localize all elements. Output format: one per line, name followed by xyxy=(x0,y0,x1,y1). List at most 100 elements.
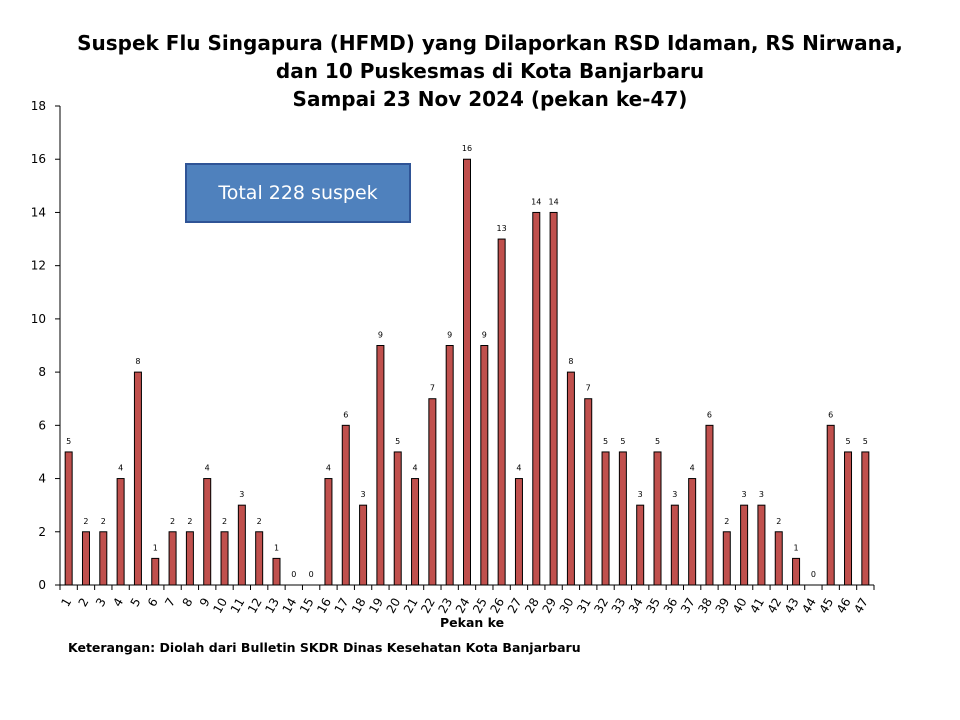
footnote: Keterangan: Diolah dari Bulletin SKDR Di… xyxy=(68,640,581,655)
bar-value-label: 2 xyxy=(257,517,262,526)
bar-value-label: 2 xyxy=(170,517,175,526)
x-tick-label: 5 xyxy=(128,596,144,610)
bar-value-label: 5 xyxy=(395,437,400,446)
x-tick-label: 32 xyxy=(591,596,611,616)
bar xyxy=(844,451,853,586)
bar-value-label: 6 xyxy=(343,410,348,419)
bar-value-label: 5 xyxy=(66,437,71,446)
x-tick-label: 29 xyxy=(539,596,559,616)
chart-title-line-3: Sampai 23 Nov 2024 (pekan ke-47) xyxy=(292,87,688,111)
bar-value-label: 3 xyxy=(638,490,643,499)
x-tick-label: 16 xyxy=(314,596,334,616)
bar-value-label: 5 xyxy=(603,437,608,446)
bar-value-label: 3 xyxy=(742,490,747,499)
bar xyxy=(428,398,437,586)
bar-value-label: 6 xyxy=(707,410,712,419)
bar xyxy=(566,371,575,586)
bar-value-label: 4 xyxy=(516,464,521,473)
bar xyxy=(861,451,870,586)
bar xyxy=(618,451,627,586)
x-tick-label: 24 xyxy=(453,596,473,616)
x-tick-label: 39 xyxy=(713,596,733,616)
bar xyxy=(705,424,714,586)
bar-value-label: 13 xyxy=(497,224,507,233)
bar xyxy=(99,531,108,586)
x-tick-label: 28 xyxy=(522,596,542,616)
bar-value-label: 7 xyxy=(586,384,591,393)
x-tick-label: 26 xyxy=(487,596,507,616)
bar xyxy=(341,424,350,586)
bar xyxy=(549,211,558,586)
bar-value-label: 16 xyxy=(462,144,472,153)
bar-value-label: 0 xyxy=(811,570,816,579)
bar-value-label: 9 xyxy=(378,331,383,340)
bar xyxy=(480,345,489,586)
bar xyxy=(376,345,385,586)
total-annotation-box: Total 228 suspek xyxy=(185,163,411,223)
bar-value-label: 2 xyxy=(187,517,192,526)
x-tick-label: 17 xyxy=(332,596,352,616)
bar-value-label: 14 xyxy=(531,197,541,206)
bar xyxy=(757,504,766,586)
bar-value-label: 4 xyxy=(690,464,695,473)
x-tick-label: 2 xyxy=(76,596,92,610)
bar-value-label: 2 xyxy=(776,517,781,526)
x-tick-label: 13 xyxy=(262,596,282,616)
bar xyxy=(636,504,645,586)
x-tick-label: 43 xyxy=(782,596,802,616)
x-tick-label: 15 xyxy=(297,596,317,616)
x-tick-label: 42 xyxy=(765,596,785,616)
bar-value-label: 1 xyxy=(794,543,799,552)
bar xyxy=(220,531,229,586)
x-tick-label: 34 xyxy=(626,596,646,616)
bar-value-label: 1 xyxy=(153,543,158,552)
bar xyxy=(688,478,697,586)
y-tick-label: 16 xyxy=(31,152,46,166)
bar-value-label: 5 xyxy=(620,437,625,446)
bar xyxy=(653,451,662,586)
bar-value-label: 2 xyxy=(724,517,729,526)
bar xyxy=(463,158,471,586)
bar-value-label: 8 xyxy=(568,357,573,366)
x-tick-label: 30 xyxy=(557,596,577,616)
bar xyxy=(116,478,125,586)
bar-value-label: 3 xyxy=(239,490,244,499)
x-tick-label: 31 xyxy=(574,596,594,616)
y-tick-label: 10 xyxy=(31,312,46,326)
x-tick-label: 35 xyxy=(643,596,663,616)
bar xyxy=(272,557,281,586)
bar xyxy=(168,531,177,586)
chart-title-line-1: Suspek Flu Singapura (HFMD) yang Dilapor… xyxy=(77,31,903,55)
x-tick-label: 22 xyxy=(418,596,438,616)
bar-value-label: 9 xyxy=(482,331,487,340)
bar xyxy=(722,531,731,586)
bar xyxy=(151,557,160,586)
x-tick-label: 38 xyxy=(695,596,715,616)
y-tick-label: 2 xyxy=(38,525,46,539)
bar xyxy=(255,531,264,586)
y-tick-label: 0 xyxy=(38,578,46,592)
bar-value-label: 1 xyxy=(274,543,279,552)
bar xyxy=(584,398,593,586)
x-tick-label: 44 xyxy=(799,596,819,616)
x-tick-label: 10 xyxy=(210,596,230,616)
x-tick-label: 11 xyxy=(228,596,248,616)
bar xyxy=(774,531,783,586)
bar xyxy=(81,531,90,586)
x-axis-title: Pekan ke xyxy=(440,615,505,630)
bar-value-label: 3 xyxy=(672,490,677,499)
y-tick-label: 18 xyxy=(31,99,46,113)
x-tick-label: 4 xyxy=(110,596,126,610)
x-tick-label: 47 xyxy=(851,596,871,616)
bar xyxy=(792,557,801,586)
bar xyxy=(324,478,333,586)
y-tick-label: 8 xyxy=(38,365,46,379)
x-tick-label: 3 xyxy=(93,596,109,610)
x-tick-label: 33 xyxy=(609,596,629,616)
bar-value-label: 9 xyxy=(447,331,452,340)
bar-value-label: 3 xyxy=(759,490,764,499)
bar-value-label: 8 xyxy=(135,357,140,366)
bar-value-label: 5 xyxy=(655,437,660,446)
bar xyxy=(826,424,835,586)
